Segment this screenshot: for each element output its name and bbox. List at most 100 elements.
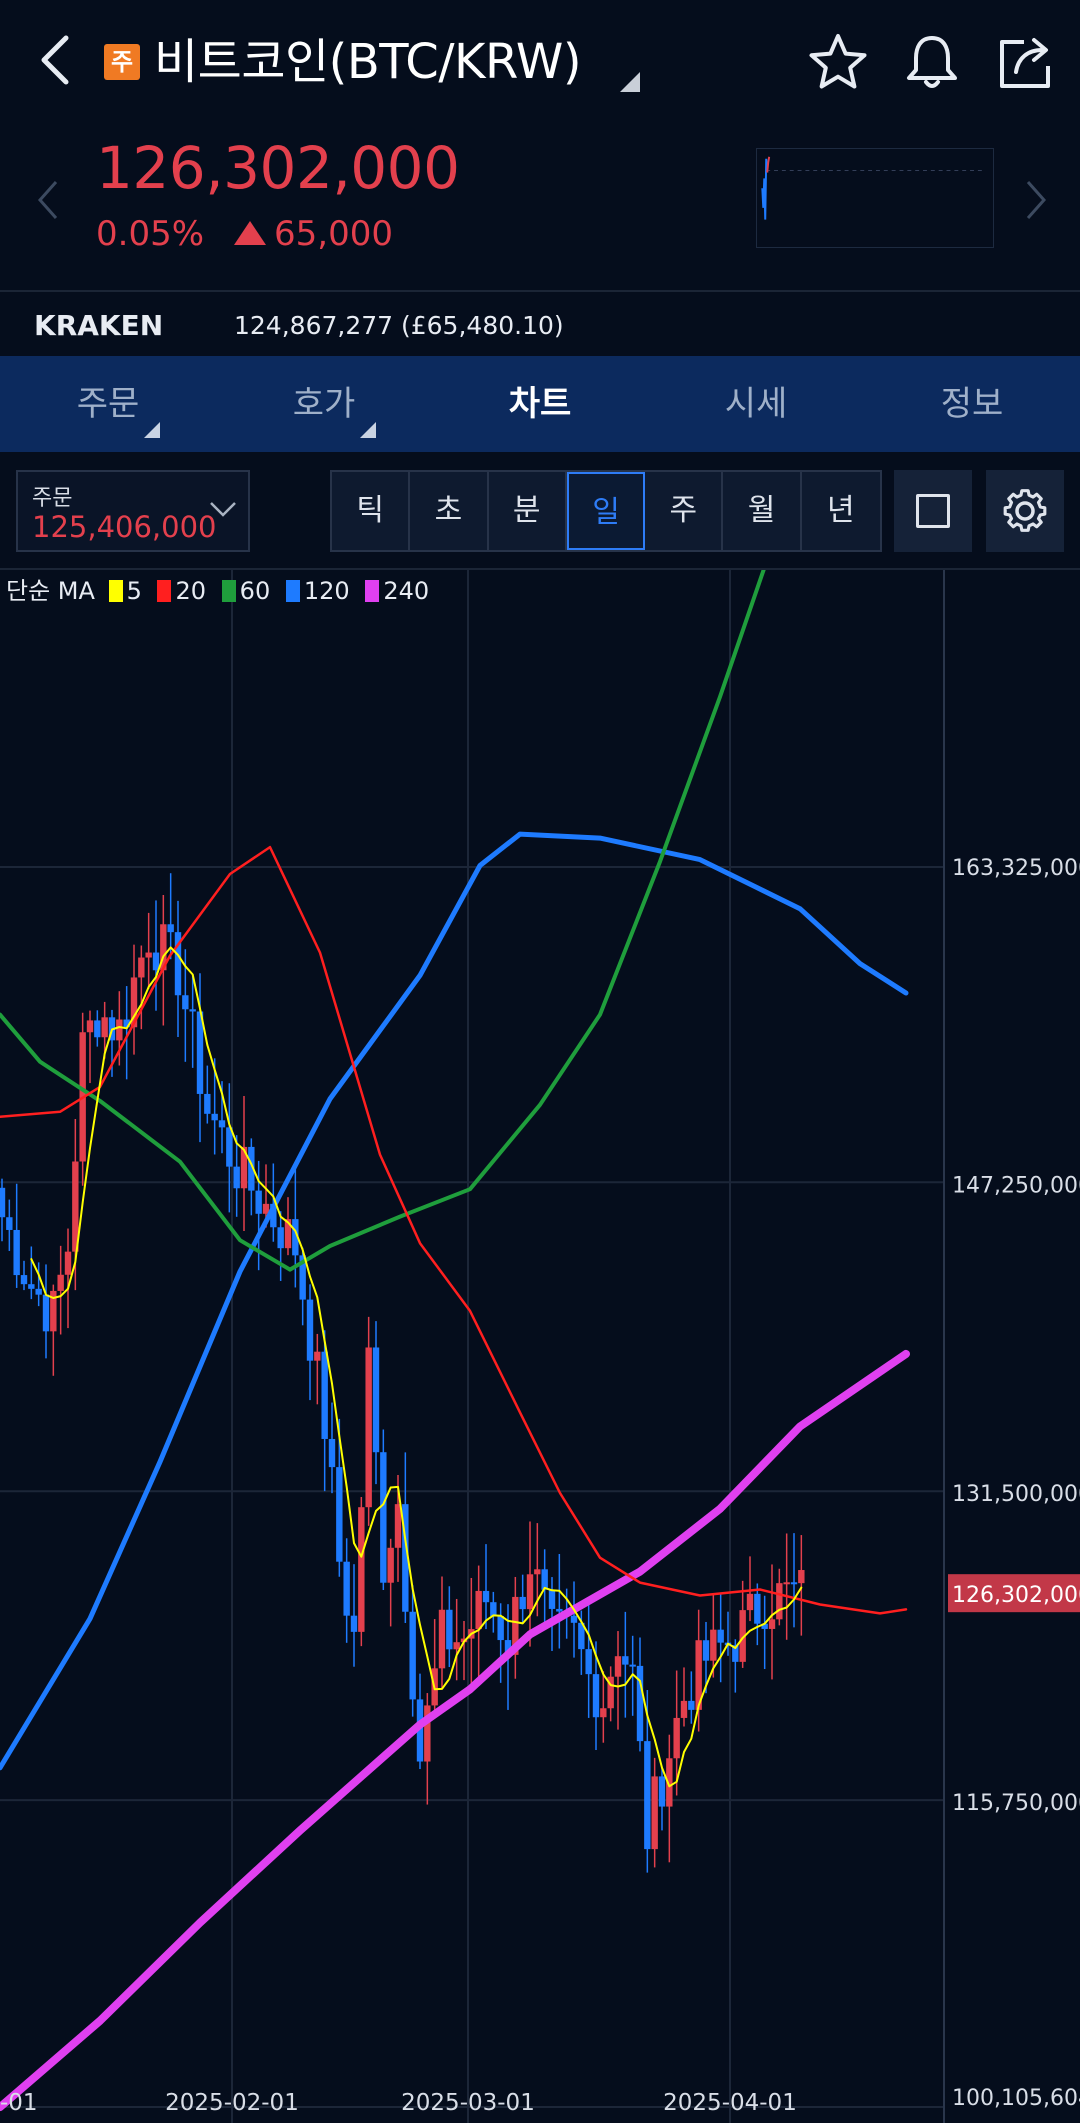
x-tick-label: 2025-03-01 [401, 2090, 535, 2116]
x-axis: -01 2025-02-01 2025-03-01 2025-04-01 [0, 2090, 797, 2116]
candle-body [607, 1676, 614, 1709]
period-week-button[interactable]: 주 [645, 472, 724, 550]
legend-swatch-ma240 [365, 580, 380, 602]
candle-body [622, 1656, 629, 1665]
candle-body [592, 1674, 600, 1718]
chevron-right-icon[interactable] [1016, 170, 1056, 230]
tab-label: 시세 [724, 384, 788, 424]
candle-body [548, 1589, 556, 1609]
candle-body [717, 1629, 724, 1643]
candle-body [28, 1284, 35, 1289]
candle-body [644, 1741, 651, 1850]
y-tick-label: 115,750,000 [952, 1791, 1080, 1816]
candle-body [270, 1203, 277, 1228]
candle-body [512, 1596, 519, 1655]
share-icon[interactable] [994, 30, 1058, 94]
candle-body [783, 1582, 790, 1585]
candle-body [776, 1583, 783, 1620]
candle-body [504, 1640, 512, 1655]
ma60-line [0, 570, 766, 1272]
candle-body [211, 1113, 218, 1121]
candle-body [138, 957, 145, 978]
tab-info[interactable]: 정보 [864, 356, 1080, 452]
caret-down-icon[interactable] [620, 72, 640, 92]
candle-body [292, 1219, 299, 1256]
candle-body [6, 1217, 13, 1230]
candle-body [152, 952, 160, 971]
candlestick-chart[interactable]: 163,325,000 147,250,000 131,500,000 115,750… [0, 570, 1080, 2123]
candle-body [13, 1229, 20, 1276]
top-bar: 주 비트코인(BTC/KRW) [0, 0, 1080, 120]
candle-body [761, 1623, 768, 1629]
candle-body [424, 1705, 431, 1762]
chevron-down-icon [210, 502, 236, 517]
tab-market-price[interactable]: 시세 [648, 356, 864, 452]
mini-chart[interactable] [756, 148, 994, 248]
order-price-dropdown[interactable]: 주문 125,406,000 [16, 470, 250, 552]
price-summary: 126,302,000 0.05% 65,000 [0, 120, 1080, 290]
candle-body [358, 1507, 365, 1632]
chevron-left-icon[interactable] [30, 28, 86, 92]
ma5-line [30, 946, 803, 1788]
candle-body [438, 1609, 446, 1669]
fullscreen-button[interactable] [894, 470, 972, 552]
candle-body [336, 1467, 343, 1562]
candle-body [365, 1347, 372, 1508]
change-amount-value: 65,000 [274, 214, 393, 254]
candle-body [519, 1596, 526, 1610]
candle-body [123, 1019, 130, 1028]
triangle-up-icon [234, 221, 266, 245]
candle-body [50, 1290, 57, 1332]
period-year-button[interactable]: 년 [801, 472, 880, 550]
candle-body [284, 1219, 292, 1249]
period-tick-button[interactable]: 틱 [332, 472, 411, 550]
bell-icon[interactable] [900, 30, 964, 94]
period-second-button[interactable]: 초 [410, 472, 489, 550]
candles [0, 873, 805, 1873]
candle-body [702, 1640, 710, 1661]
exchange-price: 124,867,277 (£65,480.10) [234, 311, 564, 340]
tab-bar: 주문 호가 차트 시세 정보 [0, 356, 1080, 452]
square-icon [916, 494, 950, 528]
candle-body [680, 1700, 688, 1718]
candle-body [746, 1593, 754, 1611]
candle-body [482, 1590, 490, 1603]
star-icon[interactable] [806, 30, 870, 94]
period-minute-button[interactable]: 분 [488, 472, 567, 550]
current-price-tag-label: 126,302,000 [952, 1583, 1080, 1608]
candle-body [556, 1608, 563, 1612]
tab-label: 정보 [940, 384, 1004, 424]
y-tick-label: 100,105,604 [952, 2086, 1080, 2111]
candle-body [240, 1146, 248, 1189]
candle-body [798, 1570, 805, 1584]
period-day-button[interactable]: 일 [566, 472, 646, 550]
candle-body [20, 1275, 28, 1285]
legend-ma20: 20 [175, 577, 207, 605]
candle-body [732, 1645, 739, 1662]
tab-order[interactable]: 주문 [0, 356, 216, 452]
candle-body [101, 1017, 108, 1038]
ma-legend[interactable]: 단순 MA 5 20 60 120 240 [6, 574, 431, 608]
price-chart[interactable]: 163,325,000 147,250,000 131,500,000 115,750… [0, 570, 1080, 2123]
corner-indicator-icon [144, 422, 160, 438]
period-month-button[interactable]: 월 [723, 472, 802, 550]
gear-icon[interactable] [986, 470, 1064, 552]
candle-body [204, 1093, 211, 1114]
candle-body [695, 1640, 702, 1710]
candle-body [372, 1347, 380, 1453]
candle-body [394, 1504, 402, 1548]
tab-orderbook[interactable]: 호가 [216, 356, 432, 452]
candle-body [160, 924, 167, 971]
candle-body [666, 1758, 673, 1807]
candle-body [64, 1251, 72, 1275]
chevron-left-icon[interactable] [28, 170, 68, 230]
legend-ma240: 240 [383, 577, 430, 605]
candle-body [42, 1294, 50, 1332]
candle-body [248, 1146, 255, 1191]
coin-title[interactable]: 비트코인(BTC/KRW) [154, 34, 582, 90]
candle-body [218, 1120, 226, 1128]
candle-body [0, 1187, 6, 1218]
candle-body [116, 1019, 123, 1041]
candle-body [768, 1619, 776, 1629]
tab-chart[interactable]: 차트 [432, 356, 648, 452]
